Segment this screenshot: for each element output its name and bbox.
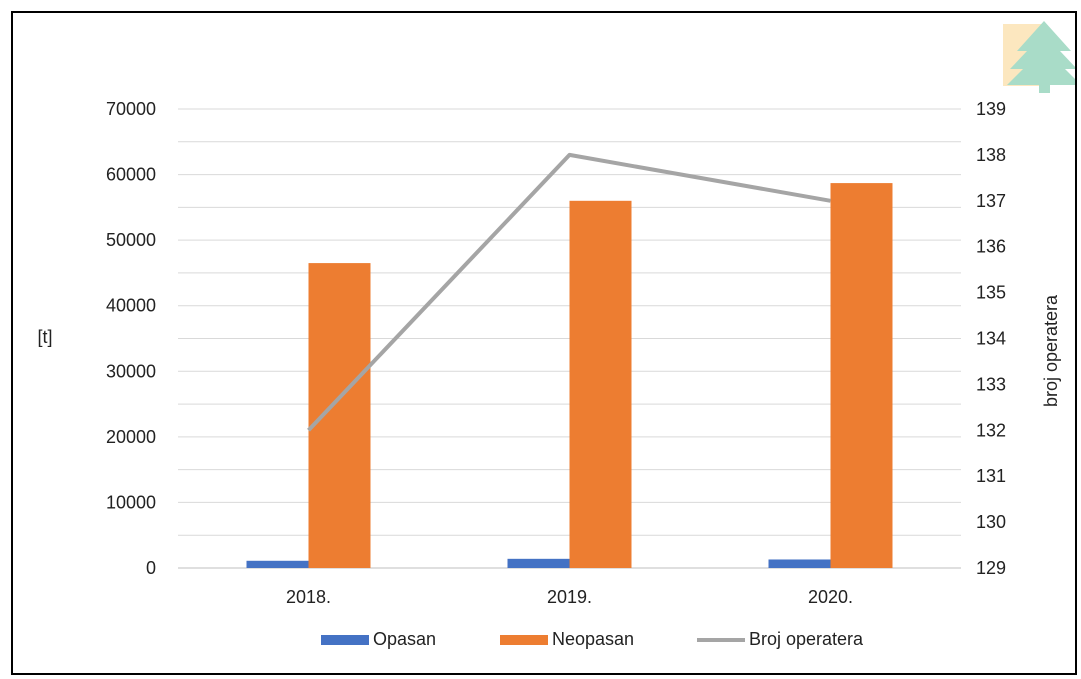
bars <box>246 183 893 569</box>
y2-tick-label: 138 <box>976 145 1006 165</box>
x-tick-label: 2020. <box>808 587 853 607</box>
x-axis-ticks: 2018. 2019. 2020. <box>286 587 853 607</box>
bar-neopasan <box>569 200 632 569</box>
bar-neopasan <box>830 183 893 569</box>
y2-tick-label: 129 <box>976 558 1006 578</box>
y2-tick-label: 136 <box>976 237 1006 257</box>
line-series <box>307 152 831 432</box>
x-tick-label: 2018. <box>286 587 331 607</box>
y2-tick-label: 135 <box>976 283 1006 303</box>
y-tick-label: 0 <box>146 558 156 578</box>
y-tick-label: 40000 <box>106 296 156 316</box>
tree-logo-icon <box>1003 21 1075 93</box>
y2-axis-label: broj operatera <box>1041 294 1061 407</box>
bar-opasan <box>507 558 570 568</box>
y2-tick-label: 139 <box>976 99 1006 119</box>
y-axis-label: [t] <box>37 327 52 347</box>
y2-tick-label: 131 <box>976 466 1006 486</box>
y2-tick-label: 132 <box>976 420 1006 440</box>
y2-tick-label: 134 <box>976 329 1006 349</box>
bar-opasan <box>246 560 309 568</box>
line-broj-operatera <box>307 152 831 432</box>
y2-tick-label: 137 <box>976 191 1006 211</box>
y-tick-label: 70000 <box>106 99 156 119</box>
y-tick-label: 20000 <box>106 427 156 447</box>
x-tick-label: 2019. <box>547 587 592 607</box>
bar-neopasan <box>308 263 371 568</box>
bar-opasan <box>768 559 831 568</box>
y-tick-label: 60000 <box>106 165 156 185</box>
y2-tick-label: 130 <box>976 512 1006 532</box>
y2-axis-ticks: 129 130 131 132 133 134 135 136 137 138 139 <box>976 99 1006 578</box>
y2-tick-label: 133 <box>976 374 1006 394</box>
y-tick-label: 30000 <box>106 361 156 381</box>
legend-label: Neopasan <box>552 629 634 649</box>
legend-swatch <box>321 635 369 645</box>
chart-svg: 0 10000 20000 30000 40000 50000 60000 70000 129… <box>37 21 1075 649</box>
y-axis-ticks: 0 10000 20000 30000 40000 50000 60000 70000 <box>106 99 156 578</box>
legend: Opasan Neopasan Broj operatera <box>321 629 864 649</box>
chart-frame: 0 10000 20000 30000 40000 50000 60000 70000 129… <box>11 11 1077 675</box>
legend-label: Opasan <box>373 629 436 649</box>
legend-swatch <box>500 635 548 645</box>
y-tick-label: 10000 <box>106 492 156 512</box>
legend-label: Broj operatera <box>749 629 864 649</box>
y-tick-label: 50000 <box>106 230 156 250</box>
